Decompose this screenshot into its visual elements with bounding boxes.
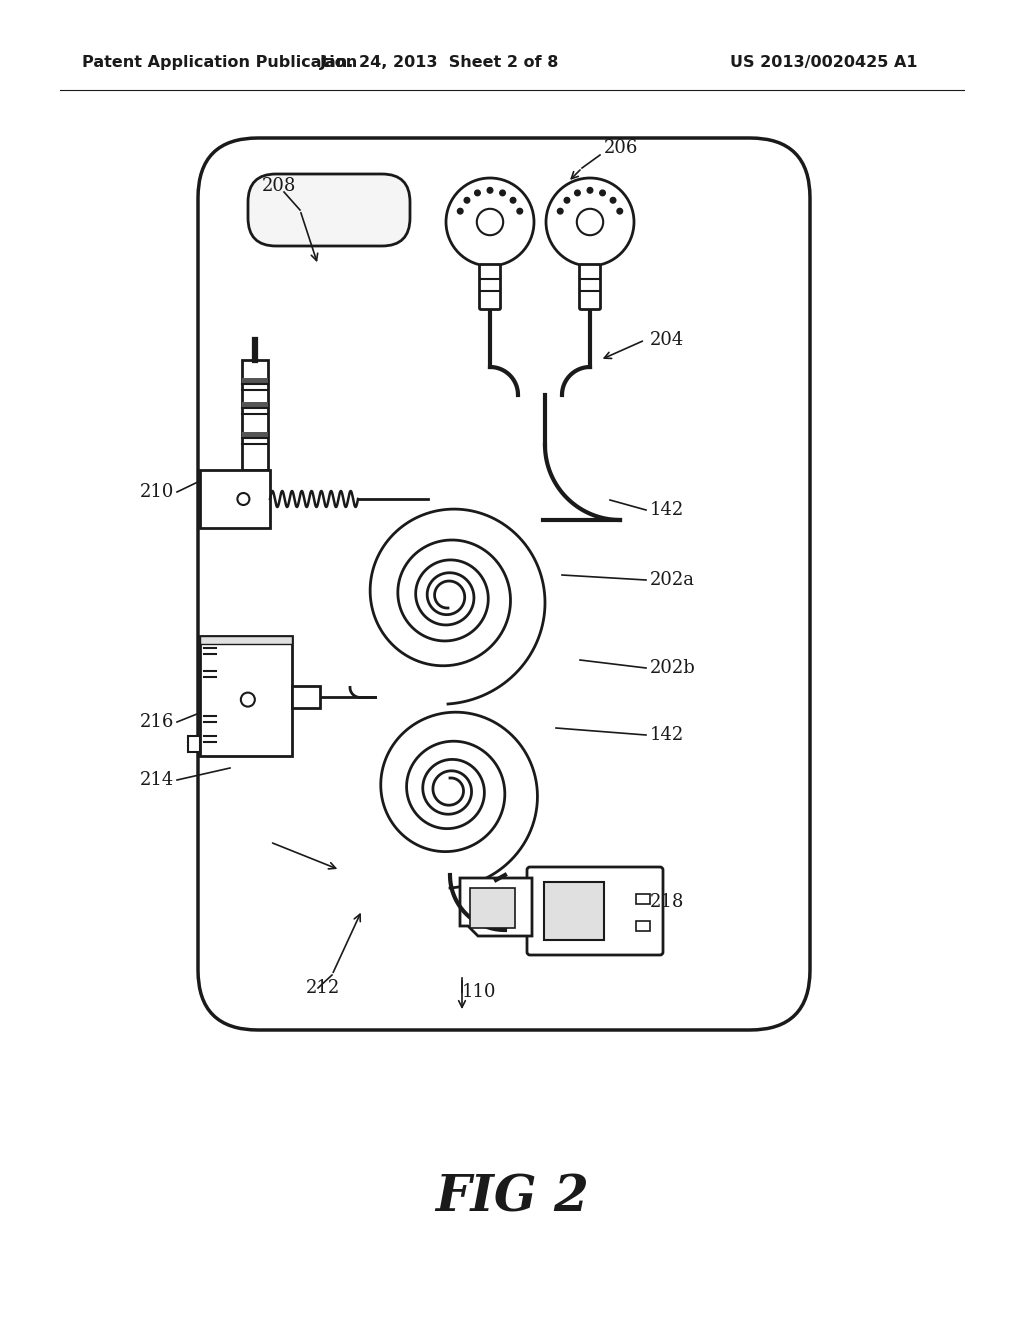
Polygon shape [460, 878, 532, 936]
Text: 218: 218 [650, 894, 684, 911]
Circle shape [557, 209, 563, 214]
FancyBboxPatch shape [479, 264, 501, 309]
Bar [200, 636, 292, 644]
Circle shape [446, 178, 534, 267]
Bar [636, 894, 650, 904]
FancyBboxPatch shape [580, 264, 600, 309]
Text: 142: 142 [650, 502, 684, 519]
Text: 214: 214 [139, 771, 174, 789]
Circle shape [617, 209, 623, 214]
Bar [242, 403, 268, 408]
FancyBboxPatch shape [248, 174, 410, 246]
Bar [544, 882, 604, 940]
Circle shape [477, 209, 503, 235]
Bar [470, 888, 515, 928]
Circle shape [587, 187, 593, 193]
Bar [188, 737, 200, 752]
Circle shape [510, 198, 516, 203]
Circle shape [500, 190, 506, 195]
Bar [242, 360, 268, 470]
Circle shape [487, 187, 493, 193]
Text: 210: 210 [139, 483, 174, 502]
Circle shape [458, 209, 463, 214]
Circle shape [464, 198, 470, 203]
Circle shape [610, 198, 615, 203]
Circle shape [517, 209, 522, 214]
Circle shape [577, 209, 603, 235]
Bar [636, 921, 650, 931]
Circle shape [574, 190, 581, 195]
Text: 212: 212 [306, 979, 340, 997]
FancyBboxPatch shape [527, 867, 663, 954]
Text: 204: 204 [650, 331, 684, 348]
Circle shape [241, 693, 255, 706]
Text: US 2013/0020425 A1: US 2013/0020425 A1 [730, 54, 918, 70]
Text: 202b: 202b [650, 659, 695, 677]
Text: 202a: 202a [650, 572, 695, 589]
Text: 142: 142 [650, 726, 684, 744]
Text: FIG 2: FIG 2 [435, 1173, 589, 1222]
Bar [200, 636, 292, 756]
Bar [242, 378, 268, 384]
FancyBboxPatch shape [198, 139, 810, 1030]
Circle shape [238, 492, 250, 506]
Text: Patent Application Publication: Patent Application Publication [82, 54, 357, 70]
Circle shape [600, 190, 605, 195]
Text: 216: 216 [139, 713, 174, 731]
Bar [200, 470, 270, 528]
Text: Jan. 24, 2013  Sheet 2 of 8: Jan. 24, 2013 Sheet 2 of 8 [321, 54, 560, 70]
Circle shape [546, 178, 634, 267]
Bar [292, 686, 319, 709]
Bar [242, 432, 268, 438]
Circle shape [564, 198, 569, 203]
Text: 110: 110 [462, 983, 497, 1001]
Text: 208: 208 [262, 177, 296, 195]
Text: 206: 206 [604, 139, 638, 157]
Circle shape [475, 190, 480, 195]
